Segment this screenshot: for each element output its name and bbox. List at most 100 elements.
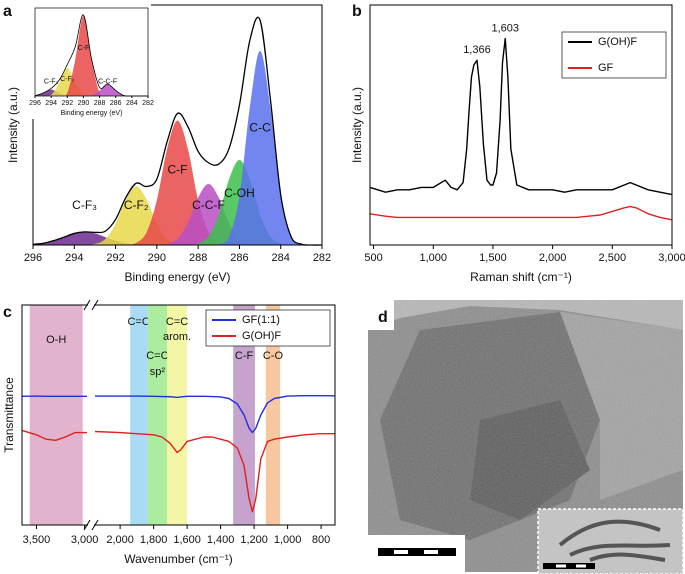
component-label: C-C-F [192,198,225,212]
x-tick-label: 1,800 [140,534,168,546]
x-tick-label: 288 [94,100,106,107]
x-tick-label: 1,000 [274,534,302,546]
legend-label: G(OH)F [598,36,637,48]
legend-box [205,309,331,347]
plot-frame [369,4,673,246]
band-label: sp² [150,366,166,378]
component-label: C-F₃ [44,78,59,85]
x-tick-label: 500 [364,252,382,264]
x-tick-label: 800 [312,534,330,546]
component-label: C-F₃ [72,198,97,212]
component-label: C-C-F [98,78,117,85]
inset-scale-bar-segment [556,564,566,568]
peak-label: 1,603 [491,23,519,35]
band-label: C-O [263,350,284,362]
x-tick-label: 1,000 [419,252,447,264]
band-label: C-F [235,350,254,362]
x-tick-label: 282 [313,252,331,264]
axis-break-gap [88,522,94,528]
band-label: O-H [46,334,66,346]
component-label: C-F₂ [124,198,149,212]
scale-bar-segment [394,550,408,554]
panel-label: d [378,309,388,326]
series-line [94,430,335,513]
component-label: C-C [249,121,271,135]
x-tick-label: 3,500 [23,534,51,546]
assignment-band [147,305,168,525]
tem-image-panel: d [368,300,684,574]
x-tick-label: 292 [61,100,73,107]
x-tick-label: 3,000 [71,534,99,546]
x-tick-label: 294 [65,252,83,264]
band-label: C=C [166,316,188,328]
x-tick-label: 290 [78,100,90,107]
x-tick-label: 292 [106,252,124,264]
x-tick-label: 296 [29,100,41,107]
assignment-band [130,305,148,525]
x-tick-label: 1,200 [240,534,268,546]
band-label: C=O [127,316,150,328]
assignment-band [167,305,188,525]
x-tick-label: 2,000 [539,252,567,264]
band-label: C=C [146,350,168,362]
x-tick-label: 284 [126,100,138,107]
plot-frame [21,304,336,526]
x-tick-label: 2,000 [106,534,134,546]
y-axis-label: Transmittance [2,377,16,453]
assignment-band [265,305,281,525]
panel-label: c [3,304,12,321]
legend-label: GF [598,62,614,74]
peak-label: 1,366 [463,44,491,56]
plot-frame [34,7,149,97]
x-tick-label: 282 [142,100,154,107]
series-line [369,205,673,221]
panel-label: b [352,3,362,20]
y-axis-label: Intensity (a.u.) [6,87,20,163]
series-line [21,429,87,441]
component-area [33,50,322,246]
series-line [95,394,336,434]
y-axis-label: Intensity (a.u.) [350,87,364,163]
tem-inset-flakes [558,519,671,562]
series-line [369,37,673,196]
x-tick-label: 3,000 [658,252,685,264]
x-tick-label: 294 [45,100,57,107]
axis-break-mark [91,299,99,311]
component-area [35,68,148,97]
x-tick-label: 286 [230,252,248,264]
legend-label: GF(1:1) [242,314,280,326]
component-area [33,120,322,246]
component-label: C-F [168,163,188,177]
band-label: arom. [163,331,191,343]
panel-label: a [3,3,12,20]
x-tick-label: 286 [110,100,122,107]
component-area [35,16,148,97]
scale-bar-segment [424,550,438,554]
axis-break-gap [88,302,94,308]
x-tick-label: 296 [24,252,42,264]
plot-frame [32,4,323,246]
legend-box [561,31,667,79]
x-tick-label: 2,500 [599,252,627,264]
x-axis-label: Binding energy (eV) [61,110,123,117]
fit-envelope [32,16,323,246]
legend-label: G(OH)F [242,330,281,342]
scale-bar [378,548,456,556]
x-tick-label: 288 [189,252,207,264]
axis-break-mark [91,519,99,531]
panel-label-background [368,300,394,330]
component-label: C-F₂ [60,76,75,83]
x-tick-label: 290 [148,252,166,264]
x-axis-label: Raman shift (cm⁻¹) [470,270,572,284]
x-tick-label: 1,400 [207,534,235,546]
x-axis-label: Wavenumber (cm⁻¹) [124,552,233,566]
x-tick-label: 284 [272,252,290,264]
inset-scale-bar [543,563,595,569]
x-tick-label: 1,600 [173,534,201,546]
component-label: C-OH [224,186,255,200]
assignment-band [29,305,83,525]
x-axis-label: Binding energy (eV) [124,270,230,284]
inset-scale-bar-segment [576,564,586,568]
component-label: C-F [78,45,90,52]
x-tick-label: 1,500 [479,252,507,264]
